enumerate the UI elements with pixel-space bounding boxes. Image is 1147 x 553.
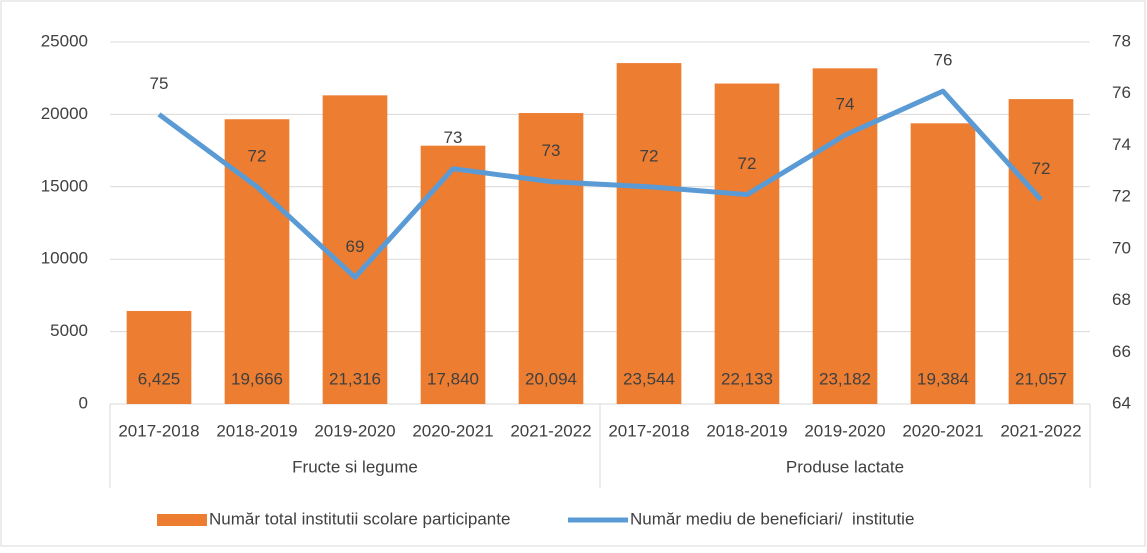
- legend-label: Număr mediu de beneficiari/ institutie: [630, 509, 914, 528]
- bar: [812, 68, 878, 404]
- y-tick-label: 10000: [41, 249, 88, 268]
- legend-swatch: [157, 514, 207, 526]
- y2-tick-label: 72: [1112, 187, 1131, 206]
- x-tick-label: 2019-2020: [314, 421, 395, 440]
- group-label: Produse lactate: [786, 457, 904, 476]
- line-value-label: 72: [640, 146, 659, 165]
- line-value-label: 72: [738, 154, 757, 173]
- y-tick-label: 5000: [50, 321, 88, 340]
- bar-value-label: 17,840: [427, 369, 479, 388]
- bar-value-label: 23,544: [623, 369, 675, 388]
- x-tick-label: 2018-2019: [216, 421, 297, 440]
- line-value-label: 73: [444, 128, 463, 147]
- line-value-label: 69: [346, 237, 365, 256]
- bar: [518, 113, 584, 404]
- line-value-label: 73: [542, 141, 561, 160]
- x-tick-label: 2020-2021: [902, 421, 983, 440]
- bar-value-label: 22,133: [721, 369, 773, 388]
- y-tick-label: 0: [79, 393, 88, 412]
- bar-value-label: 21,057: [1015, 369, 1067, 388]
- line-value-label: 75: [150, 74, 169, 93]
- bar: [224, 119, 290, 404]
- line-value-label: 74: [836, 95, 855, 114]
- x-tick-label: 2021-2022: [1000, 421, 1081, 440]
- y2-tick-label: 64: [1112, 393, 1131, 412]
- bar-value-label: 21,316: [329, 369, 381, 388]
- bar: [126, 310, 192, 404]
- line-value-label: 76: [934, 51, 953, 70]
- group-label: Fructe si legume: [292, 457, 418, 476]
- y2-tick-label: 70: [1112, 238, 1131, 257]
- line-value-label: 72: [248, 146, 267, 165]
- bar-value-label: 23,182: [819, 369, 871, 388]
- x-tick-label: 2021-2022: [510, 421, 591, 440]
- x-tick-label: 2017-2018: [608, 421, 689, 440]
- bar: [616, 63, 682, 404]
- y2-tick-label: 68: [1112, 290, 1131, 309]
- y-tick-label: 20000: [41, 104, 88, 123]
- bar: [910, 123, 976, 405]
- x-tick-label: 2017-2018: [118, 421, 199, 440]
- y2-tick-label: 74: [1112, 135, 1131, 154]
- bar-value-label: 19,666: [231, 369, 283, 388]
- bar: [714, 83, 780, 404]
- x-tick-label: 2019-2020: [804, 421, 885, 440]
- bar: [420, 145, 486, 404]
- y-tick-label: 15000: [41, 176, 88, 195]
- y2-tick-label: 76: [1112, 83, 1131, 102]
- line: [157, 88, 1043, 280]
- bar-value-label: 6,425: [138, 369, 181, 388]
- bar: [1008, 99, 1074, 405]
- bar: [322, 95, 388, 404]
- y2-tick-label: 66: [1112, 342, 1131, 361]
- legend-label: Număr total institutii scolare participa…: [209, 509, 510, 528]
- line-value-label: 72: [1032, 159, 1051, 178]
- y-tick-label: 25000: [41, 31, 88, 50]
- bar-value-label: 19,384: [917, 369, 969, 388]
- bar-value-label: 20,094: [525, 369, 577, 388]
- y2-tick-label: 78: [1112, 31, 1131, 50]
- x-tick-label: 2018-2019: [706, 421, 787, 440]
- x-tick-label: 2020-2021: [412, 421, 493, 440]
